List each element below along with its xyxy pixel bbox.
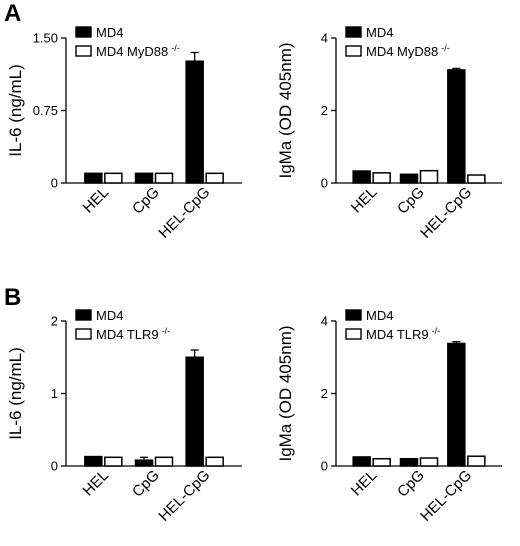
legend-swatch-knockout bbox=[345, 328, 362, 340]
y-tick-label: 4 bbox=[321, 31, 328, 46]
category-label: HEL bbox=[80, 467, 113, 500]
category-label: HEL bbox=[348, 467, 381, 500]
legend-superscript: -/- bbox=[441, 43, 450, 53]
bar-control bbox=[447, 69, 466, 184]
legend-swatch-control bbox=[345, 26, 362, 38]
y-tick-label: 1.50 bbox=[33, 31, 58, 46]
y-tick-label: 1 bbox=[51, 386, 58, 401]
category-label: HEL-CpG bbox=[155, 467, 213, 525]
bar-knockout bbox=[154, 456, 174, 467]
bar-knockout bbox=[467, 174, 486, 184]
bar-knockout bbox=[154, 172, 174, 184]
y-tick-label: 0 bbox=[321, 459, 328, 474]
bar-control bbox=[134, 172, 154, 184]
bar-control bbox=[352, 456, 371, 467]
category-label: HEL-CpG bbox=[417, 467, 475, 525]
legend-label-control: MD4 bbox=[366, 308, 393, 323]
y-tick-label: 0.75 bbox=[33, 103, 58, 118]
bar-control bbox=[399, 458, 419, 467]
legend-superscript: -/- bbox=[171, 43, 180, 53]
bar-control bbox=[447, 342, 466, 467]
category-label: HEL bbox=[348, 184, 381, 217]
category-label: HEL bbox=[80, 184, 113, 217]
bar-knockout bbox=[467, 455, 486, 467]
legend-superscript: -/- bbox=[162, 326, 171, 336]
legend-swatch-knockout bbox=[75, 328, 92, 340]
y-tick-label: 4 bbox=[321, 314, 328, 329]
bar-knockout bbox=[205, 172, 224, 184]
bar-knockout bbox=[104, 456, 123, 467]
y-axis-title: IgMa (OD 405nm) bbox=[276, 325, 295, 461]
bar-control bbox=[84, 172, 103, 184]
bar-control bbox=[352, 170, 371, 184]
category-label: CpG bbox=[129, 467, 163, 501]
y-tick-label: 0 bbox=[321, 176, 328, 191]
bar-knockout bbox=[419, 457, 439, 467]
y-tick-label: 2 bbox=[321, 103, 328, 118]
category-label: HEL-CpG bbox=[155, 184, 213, 242]
category-label: CpG bbox=[129, 184, 163, 218]
bar-knockout bbox=[372, 172, 391, 184]
legend-label-knockout: MD4 TLR9 -/- bbox=[366, 326, 440, 342]
y-axis-title: IgMa (OD 405nm) bbox=[276, 42, 295, 178]
legend-swatch-control bbox=[75, 26, 92, 38]
category-label: CpG bbox=[394, 184, 428, 218]
y-tick-label: 2 bbox=[321, 386, 328, 401]
legend-label-knockout: MD4 MyD88 -/- bbox=[366, 43, 450, 59]
bar-control bbox=[84, 455, 103, 467]
bar-knockout bbox=[419, 169, 439, 184]
bar-control bbox=[399, 173, 419, 184]
y-axis-title: IL-6 (ng/mL) bbox=[6, 64, 25, 157]
bar-control bbox=[185, 60, 204, 184]
legend-label-control: MD4 bbox=[96, 308, 123, 323]
y-tick-label: 0 bbox=[51, 459, 58, 474]
bar-control bbox=[134, 459, 154, 467]
legend-label-control: MD4 bbox=[96, 25, 123, 40]
legend-swatch-knockout bbox=[345, 45, 362, 57]
y-tick-label: 0 bbox=[51, 176, 58, 191]
legend-label-control: MD4 bbox=[366, 25, 393, 40]
legend-swatch-knockout bbox=[75, 45, 92, 57]
legend-label-knockout: MD4 MyD88 -/- bbox=[96, 43, 180, 59]
legend-swatch-control bbox=[345, 309, 362, 321]
panel-letter-a: A bbox=[4, 0, 21, 27]
category-label: CpG bbox=[394, 467, 428, 501]
legend-superscript: -/- bbox=[432, 326, 441, 336]
panel-letter-b: B bbox=[4, 284, 21, 311]
category-label: HEL-CpG bbox=[417, 184, 475, 242]
legend-label-knockout: MD4 TLR9 -/- bbox=[96, 326, 170, 342]
bar-knockout bbox=[205, 456, 224, 467]
y-tick-label: 2 bbox=[51, 314, 58, 329]
legend-swatch-control bbox=[75, 309, 92, 321]
y-axis-title: IL-6 (ng/mL) bbox=[6, 347, 25, 440]
bar-knockout bbox=[104, 172, 123, 184]
bar-knockout bbox=[372, 458, 391, 467]
bar-control bbox=[185, 356, 204, 467]
